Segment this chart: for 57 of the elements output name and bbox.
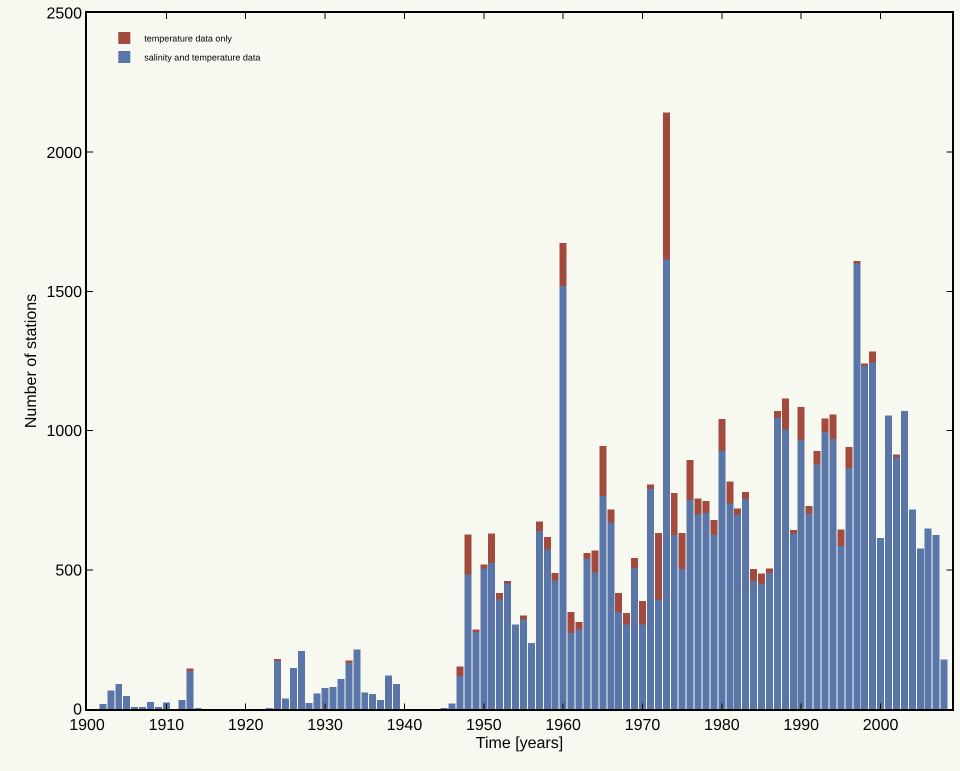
bar: [456, 666, 464, 676]
y-axis-title: Number of stations: [22, 294, 40, 428]
x-tick-label: 1920: [228, 716, 264, 734]
x-tick-label: 1980: [704, 716, 740, 734]
bar: [790, 530, 797, 534]
bar: [639, 600, 646, 624]
bar: [869, 352, 876, 363]
bar: [726, 481, 734, 504]
bar: [742, 492, 750, 500]
bar: [544, 536, 551, 550]
bar: [853, 261, 860, 264]
bar: [845, 446, 852, 468]
legend-label: salinity and temperature data: [144, 52, 260, 62]
x-tick-label: 1960: [545, 716, 582, 734]
bar: [814, 450, 821, 465]
bar: [480, 564, 488, 569]
x-tick-label: 2000: [862, 716, 898, 734]
bar: [631, 558, 638, 568]
x-tick-label: 1950: [466, 716, 502, 734]
bar: [734, 508, 742, 514]
bar: [837, 529, 844, 546]
x-tick-label: 1990: [783, 716, 820, 734]
bar: [496, 592, 504, 600]
y-tick-label: 0: [73, 702, 82, 719]
y-tick-label: 2500: [46, 6, 82, 23]
bar: [186, 668, 194, 671]
x-tick-label: 1940: [386, 716, 422, 734]
bar: [718, 419, 726, 452]
bar: [464, 534, 472, 575]
x-tick-label: 1910: [148, 716, 184, 734]
bar: [520, 615, 527, 620]
bar: [623, 612, 630, 624]
bar: [599, 446, 606, 496]
y-tick-label: 1000: [46, 423, 82, 440]
bar: [654, 533, 662, 600]
bar: [646, 484, 654, 490]
bar: [488, 533, 496, 563]
x-tick-label: 1930: [307, 716, 343, 734]
bar: [710, 520, 718, 534]
bar: [472, 630, 480, 632]
bar: [560, 242, 567, 286]
bar: [552, 572, 559, 580]
bar: [615, 593, 622, 612]
bar: [798, 406, 805, 440]
bar: [766, 568, 773, 573]
x-axis-title: Time [years]: [476, 735, 564, 752]
y-tick-label: 500: [55, 562, 82, 580]
bar: [806, 506, 813, 514]
x-tick-label: 1970: [624, 716, 660, 734]
bar: [504, 581, 512, 584]
bar: [662, 112, 670, 260]
bar: [536, 522, 543, 532]
x-tick-label: 1900: [69, 716, 105, 734]
y-tick-label: 2000: [46, 144, 82, 162]
y-tick-label: 1500: [46, 284, 82, 301]
bar: [607, 509, 614, 522]
legend-label: temperature data only: [144, 33, 232, 44]
